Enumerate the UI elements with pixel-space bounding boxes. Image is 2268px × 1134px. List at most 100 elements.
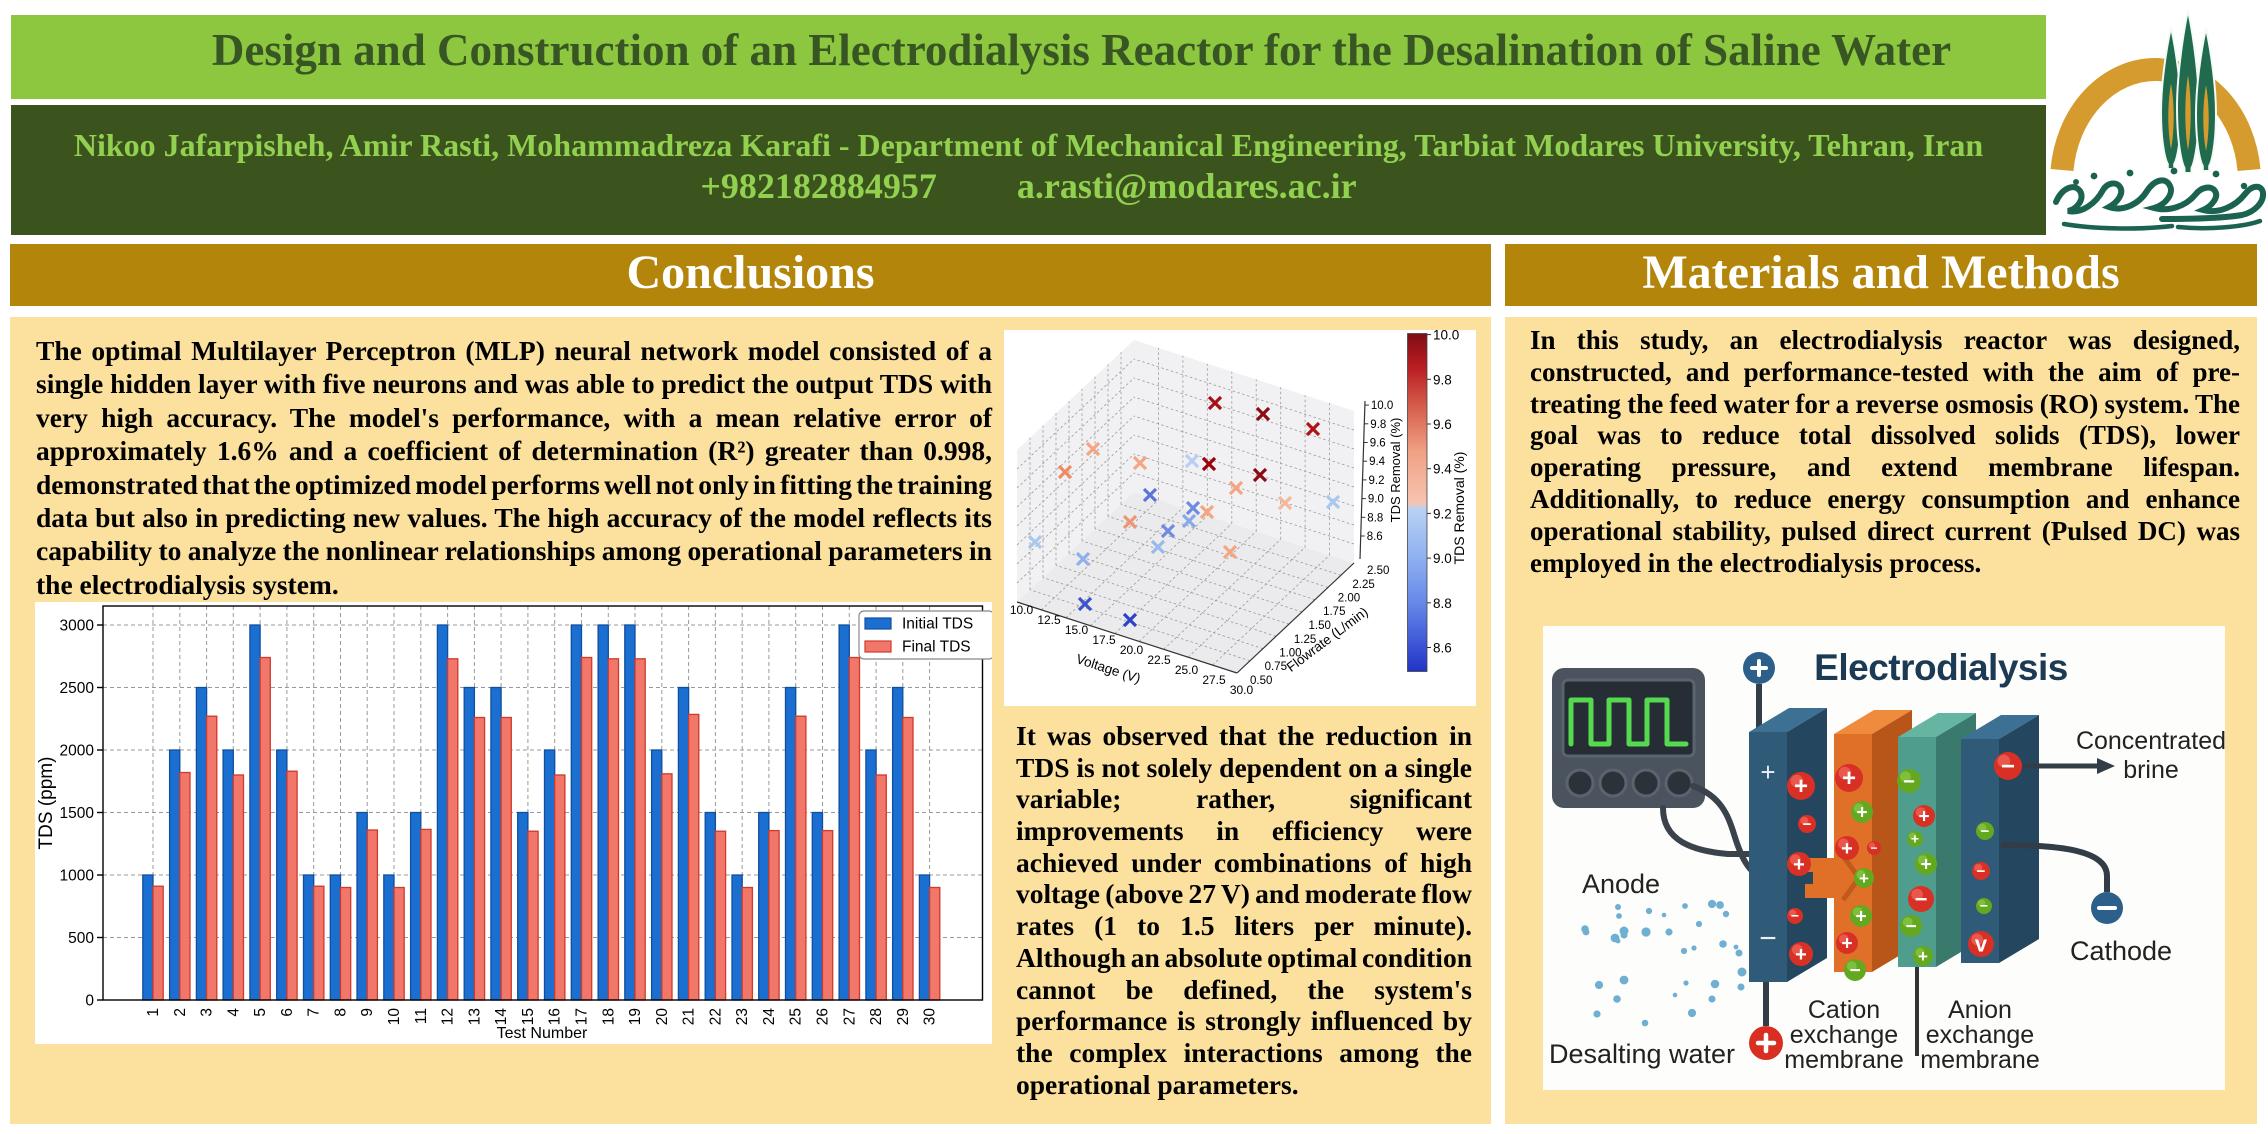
- svg-text:29: 29: [895, 1008, 912, 1025]
- svg-text:17.5: 17.5: [1092, 633, 1116, 647]
- svg-text:24: 24: [761, 1008, 778, 1026]
- svg-text:27.5: 27.5: [1202, 673, 1226, 687]
- svg-text:13: 13: [466, 1008, 483, 1025]
- svg-text:membrane: membrane: [1784, 1046, 1904, 1074]
- svg-text:Anode: Anode: [1582, 869, 1660, 899]
- svg-text:1.25: 1.25: [1294, 634, 1316, 646]
- svg-text:exchange: exchange: [1790, 1021, 1898, 1049]
- svg-text:1500: 1500: [60, 805, 95, 822]
- svg-text:Cathode: Cathode: [2070, 936, 2172, 966]
- svg-text:2500: 2500: [60, 680, 95, 697]
- svg-text:8.8: 8.8: [1433, 596, 1452, 611]
- svg-text:−: −: [1915, 887, 1928, 912]
- svg-text:1: 1: [145, 1008, 162, 1017]
- svg-text:1.75: 1.75: [1323, 606, 1345, 618]
- svg-text:12.5: 12.5: [1037, 613, 1061, 627]
- svg-text:17: 17: [574, 1008, 591, 1025]
- svg-text:Final TDS: Final TDS: [902, 639, 971, 656]
- svg-text:−: −: [1791, 908, 1799, 924]
- svg-text:+: +: [1794, 773, 1808, 800]
- svg-text:2.50: 2.50: [1367, 565, 1389, 577]
- svg-text:Initial TDS: Initial TDS: [902, 616, 973, 633]
- svg-text:8.6: 8.6: [1367, 531, 1383, 543]
- svg-text:2.00: 2.00: [1338, 593, 1360, 605]
- svg-text:TDS Removal (%): TDS Removal (%): [1388, 418, 1403, 523]
- svg-text:11: 11: [413, 1008, 430, 1024]
- svg-text:20.0: 20.0: [1120, 643, 1144, 657]
- svg-text:9.0: 9.0: [1433, 551, 1452, 566]
- svg-text:+: +: [1918, 947, 1928, 966]
- svg-text:0.75: 0.75: [1265, 661, 1287, 673]
- svg-text:18: 18: [600, 1008, 617, 1025]
- svg-text:8: 8: [333, 1008, 350, 1017]
- svg-text:22: 22: [707, 1008, 724, 1025]
- svg-text:+: +: [1760, 757, 1775, 787]
- svg-text:TDS Removal (%): TDS Removal (%): [1451, 452, 1467, 565]
- svg-text:Electrodialysis: Electrodialysis: [1814, 647, 2068, 688]
- svg-text:−: −: [1905, 916, 1916, 937]
- svg-text:1.50: 1.50: [1309, 620, 1331, 632]
- svg-text:5: 5: [252, 1008, 269, 1017]
- svg-text:0: 0: [85, 993, 94, 1010]
- svg-text:2.25: 2.25: [1352, 579, 1374, 591]
- svg-text:−: −: [1903, 771, 1915, 793]
- svg-text:9.2: 9.2: [1369, 475, 1385, 487]
- svg-text:8.6: 8.6: [1433, 641, 1452, 656]
- svg-text:21: 21: [681, 1008, 698, 1025]
- svg-text:+: +: [1842, 765, 1856, 792]
- svg-text:19: 19: [627, 1008, 644, 1025]
- svg-text:3000: 3000: [60, 618, 95, 635]
- svg-text:Desalting water: Desalting water: [1549, 1039, 1735, 1069]
- svg-text:9.8: 9.8: [1433, 372, 1452, 387]
- svg-text:9.8: 9.8: [1370, 419, 1386, 431]
- svg-text:−: −: [1977, 863, 1986, 880]
- svg-text:−: −: [1803, 816, 1812, 833]
- svg-text:+: +: [1793, 854, 1805, 876]
- svg-text:9: 9: [359, 1008, 376, 1017]
- svg-text:10: 10: [386, 1008, 403, 1026]
- svg-text:26: 26: [815, 1008, 832, 1025]
- svg-text:16: 16: [547, 1008, 564, 1025]
- svg-text:2: 2: [172, 1008, 189, 1017]
- svg-text:25: 25: [788, 1008, 805, 1025]
- svg-text:0.50: 0.50: [1250, 675, 1272, 687]
- svg-text:10.0: 10.0: [1371, 400, 1393, 412]
- svg-text:Cation: Cation: [1808, 996, 1880, 1024]
- svg-text:14: 14: [493, 1008, 510, 1026]
- svg-text:+: +: [1918, 806, 1929, 827]
- svg-text:12: 12: [440, 1008, 457, 1025]
- svg-text:exchange: exchange: [1926, 1021, 2034, 1049]
- svg-text:v: v: [1975, 932, 1988, 957]
- svg-text:−: −: [2001, 753, 2015, 780]
- svg-text:−: −: [1759, 922, 1777, 955]
- svg-text:7: 7: [306, 1008, 323, 1017]
- svg-text:Test Number: Test Number: [497, 1025, 588, 1042]
- svg-text:2000: 2000: [60, 743, 95, 760]
- svg-text:−: −: [1870, 841, 1877, 855]
- svg-text:TDS (ppm): TDS (ppm): [36, 757, 57, 850]
- svg-text:+: +: [1859, 869, 1869, 888]
- svg-text:23: 23: [734, 1008, 751, 1025]
- svg-text:10.0: 10.0: [1433, 330, 1459, 343]
- svg-text:+: +: [1795, 944, 1807, 966]
- svg-text:+: +: [1841, 838, 1853, 860]
- svg-text:9.2: 9.2: [1433, 506, 1452, 521]
- svg-text:+: +: [1920, 854, 1931, 875]
- svg-text:28: 28: [868, 1008, 885, 1025]
- svg-text:1.00: 1.00: [1279, 648, 1301, 660]
- svg-text:15: 15: [520, 1008, 537, 1025]
- svg-text:3: 3: [199, 1008, 216, 1017]
- svg-text:membrane: membrane: [1920, 1046, 2040, 1074]
- svg-text:−: −: [1849, 960, 1860, 981]
- svg-text:30.0: 30.0: [1230, 683, 1254, 697]
- svg-text:15.0: 15.0: [1065, 623, 1089, 637]
- svg-text:+: +: [1856, 802, 1867, 823]
- svg-text:30: 30: [922, 1008, 939, 1026]
- svg-text:4: 4: [225, 1008, 242, 1017]
- svg-text:Concentrated: Concentrated: [2076, 727, 2225, 755]
- svg-text:8.8: 8.8: [1367, 512, 1383, 524]
- svg-text:9.6: 9.6: [1433, 417, 1452, 432]
- svg-text:25.0: 25.0: [1175, 663, 1199, 677]
- svg-text:−: −: [1980, 898, 1988, 914]
- svg-text:22.5: 22.5: [1147, 653, 1171, 667]
